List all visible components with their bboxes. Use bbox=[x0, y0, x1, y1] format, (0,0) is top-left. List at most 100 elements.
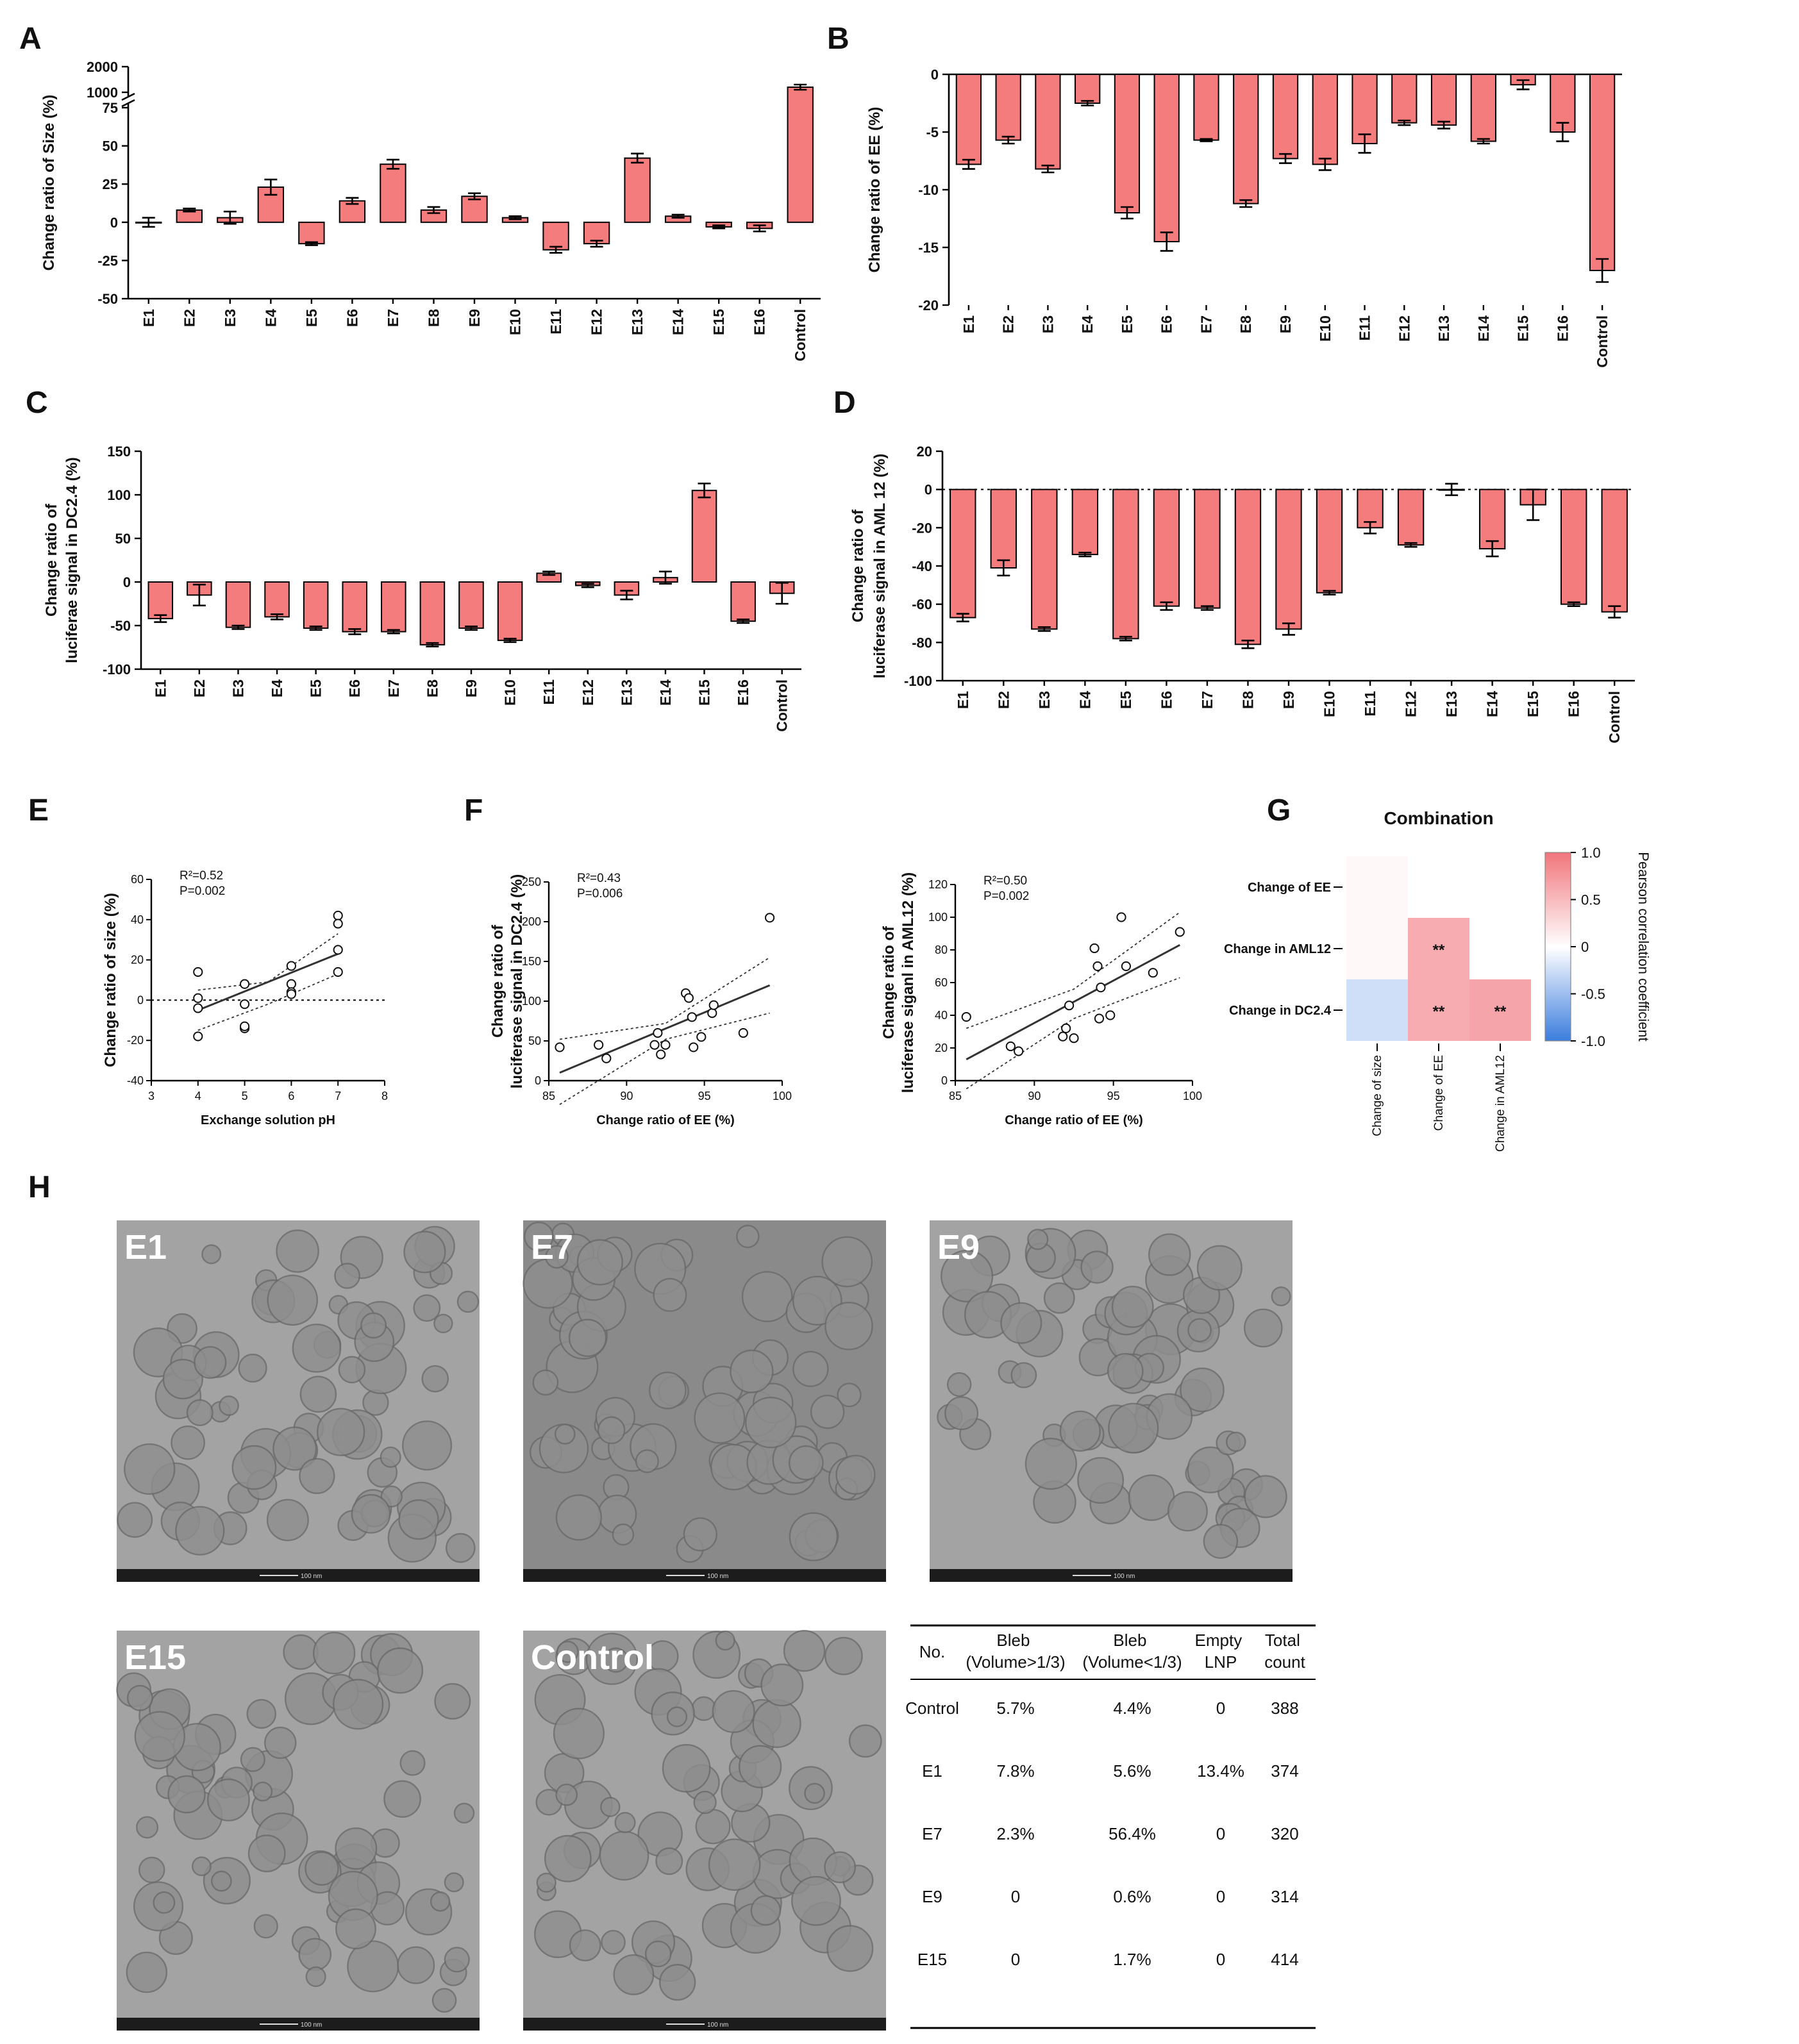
confidence-band bbox=[559, 1012, 770, 1105]
point bbox=[286, 979, 296, 989]
table-cell: 4.4% bbox=[1113, 1699, 1151, 1718]
scale-bar-label: 100 nm bbox=[1114, 1573, 1135, 1580]
point bbox=[193, 993, 203, 1003]
point bbox=[286, 961, 296, 971]
bar bbox=[264, 581, 290, 618]
y-tick-label: 50 bbox=[115, 531, 131, 547]
error-bar bbox=[671, 213, 685, 219]
column-label: Change of size bbox=[1371, 1055, 1384, 1136]
particle bbox=[614, 1811, 636, 1834]
particle bbox=[655, 1847, 683, 1875]
confidence-band bbox=[197, 973, 339, 1031]
particle bbox=[175, 1506, 225, 1556]
particle bbox=[186, 1399, 213, 1426]
bar bbox=[1194, 488, 1221, 609]
particle bbox=[446, 1533, 476, 1563]
particle bbox=[1043, 1282, 1075, 1314]
error-bar bbox=[1323, 590, 1336, 596]
y-axis-label: Change ratio of EE (%) bbox=[866, 107, 883, 273]
particle bbox=[238, 1353, 267, 1383]
annotation: P=0.002 bbox=[180, 885, 225, 898]
y-tick-label: 50 bbox=[103, 138, 118, 154]
x-tick-label: E8 bbox=[424, 679, 440, 697]
error-bar bbox=[348, 628, 362, 635]
point bbox=[1175, 927, 1185, 937]
error-bar bbox=[1608, 605, 1621, 619]
table-cell: E7 bbox=[922, 1824, 942, 1843]
particle bbox=[824, 1302, 873, 1350]
x-tick-label: E15 bbox=[1525, 691, 1541, 717]
particle bbox=[1167, 1491, 1208, 1532]
particle bbox=[603, 1647, 629, 1673]
point bbox=[333, 910, 343, 921]
x-tick-label: E14 bbox=[657, 679, 674, 706]
particle bbox=[730, 1349, 774, 1393]
x-tick-label: E11 bbox=[1357, 315, 1373, 341]
particle bbox=[783, 1629, 826, 1672]
error-bar bbox=[753, 224, 766, 233]
error-bar bbox=[1404, 542, 1418, 548]
fit-line bbox=[197, 952, 339, 1011]
error-bar bbox=[1081, 100, 1094, 106]
point bbox=[696, 1032, 707, 1042]
y-tick-label: -40 bbox=[127, 1074, 144, 1087]
x-tick-label: 100 bbox=[1183, 1090, 1202, 1102]
x-tick-label: E7 bbox=[1199, 691, 1216, 709]
particle bbox=[211, 1870, 232, 1892]
particle bbox=[946, 1372, 972, 1397]
x-tick-label: E7 bbox=[1198, 315, 1214, 333]
annotation: P=0.002 bbox=[983, 890, 1029, 903]
x-tick-label: E11 bbox=[540, 679, 557, 705]
table-cell: 13.4% bbox=[1197, 1761, 1244, 1781]
heat-cell bbox=[1408, 918, 1469, 979]
particle bbox=[824, 1851, 857, 1884]
error-bar bbox=[542, 570, 556, 576]
particle bbox=[597, 1416, 626, 1445]
x-tick-label: E4 bbox=[1076, 691, 1093, 709]
x-tick-label: E12 bbox=[580, 679, 596, 706]
micrograph: 100 nm E15 bbox=[116, 1631, 480, 2031]
point bbox=[961, 1011, 971, 1022]
y-tick-label: 40 bbox=[935, 1009, 948, 1022]
particle bbox=[397, 1946, 435, 1984]
particle bbox=[738, 1745, 782, 1788]
heat-cell bbox=[1408, 979, 1469, 1041]
panel-letter: G bbox=[1267, 794, 1291, 827]
y-axis-label: Change ratio of bbox=[43, 503, 60, 617]
error-bar bbox=[142, 217, 155, 228]
particle bbox=[231, 1445, 277, 1490]
table-header: No. bbox=[919, 1642, 945, 1661]
particle bbox=[1108, 1402, 1159, 1454]
bar bbox=[995, 74, 1021, 141]
y-tick-label: 60 bbox=[131, 873, 144, 886]
particle bbox=[601, 1930, 626, 1955]
x-tick-label: E15 bbox=[696, 679, 713, 706]
particle bbox=[553, 1707, 605, 1759]
error-bar bbox=[1279, 153, 1292, 164]
error-bar bbox=[956, 613, 969, 622]
bar bbox=[1351, 74, 1378, 144]
bar bbox=[1193, 74, 1219, 141]
particle bbox=[1271, 1286, 1291, 1307]
x-tick-label: E13 bbox=[1435, 315, 1452, 342]
particle bbox=[536, 1872, 556, 1893]
y-axis-label: Change ratio of bbox=[489, 924, 506, 1038]
y-tick-label: -20 bbox=[918, 297, 939, 313]
bar bbox=[542, 221, 569, 251]
y-tick-label: -15 bbox=[918, 240, 939, 256]
particle bbox=[1080, 1250, 1114, 1284]
x-tick-label: E3 bbox=[230, 679, 246, 697]
x-tick-label: Control bbox=[1594, 315, 1611, 368]
particle bbox=[1025, 1438, 1077, 1490]
particle bbox=[316, 1408, 365, 1456]
particle bbox=[1244, 1475, 1287, 1518]
particle bbox=[544, 1834, 592, 1882]
point bbox=[1089, 943, 1100, 954]
x-tick-label: E15 bbox=[1515, 315, 1532, 342]
particle bbox=[431, 1988, 457, 2013]
particle bbox=[444, 1872, 464, 1893]
particle bbox=[305, 1851, 339, 1886]
error-bar bbox=[1485, 540, 1499, 558]
particle bbox=[835, 1454, 876, 1495]
particle bbox=[824, 1636, 863, 1675]
